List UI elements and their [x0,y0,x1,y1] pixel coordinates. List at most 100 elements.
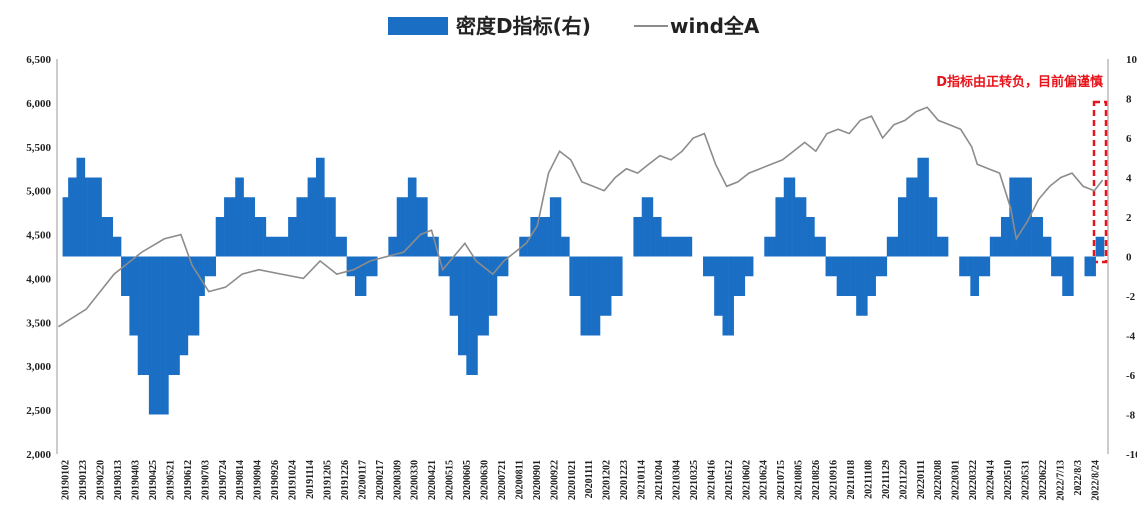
right-tick-label: -6 [1126,370,1136,382]
density-bar [686,236,690,257]
right-axis: -10 -8 -6 -4 -2 0 2 4 6 8 10 [1107,54,1137,461]
density-bar [703,256,707,277]
density-bar [594,256,598,336]
left-axis: 2,000 2,500 3,000 3,500 4,000 4,500 5,000 5,500… [26,54,58,461]
x-tick-label: 20200922 [549,460,560,500]
density-bar [374,256,378,277]
density-bar [104,217,108,257]
legend: 密度D指标(右) wind全A [388,14,760,38]
density-bar [605,256,609,316]
density-bar [836,256,840,296]
density-bar [522,236,526,257]
density-bar [93,177,97,257]
density-bar [268,236,272,257]
density-bar [664,236,668,257]
density-bar [1026,177,1030,257]
x-tick-label: 20191226 [340,460,351,500]
density-bar [430,236,434,257]
right-tick-label: -10 [1126,449,1137,461]
density-bar [463,256,467,356]
density-bar [870,256,874,296]
density-bar [82,157,86,257]
x-tick-label: 20200515 [445,460,456,500]
density-bar [886,236,890,257]
x-tick-label: 20210826 [811,460,822,500]
density-bar [160,256,164,415]
density-bar [168,256,172,375]
density-bar [165,256,169,415]
x-tick-label: 20211018 [846,460,857,499]
x-tick-label: 20220111 [916,460,927,499]
density-bar [931,197,935,257]
density-bar [349,256,353,277]
density-bar [864,256,868,316]
density-bar [101,217,105,257]
density-bar [70,177,74,257]
density-bar [410,177,414,257]
x-tick-label: 20190403 [131,460,142,500]
density-bar [719,256,723,316]
density-bar [730,256,734,336]
density-bar [831,256,835,277]
density-bar [1042,236,1046,257]
density-bar [1020,177,1024,257]
density-bar [243,197,247,257]
density-bar [260,217,264,257]
density-bar [1048,236,1052,257]
density-bar [1098,236,1102,257]
x-tick-label: 20190926 [270,460,281,500]
density-bar [652,217,656,257]
density-bar [875,256,879,277]
density-bar [229,197,233,257]
density-bar [566,236,570,257]
density-bar [143,256,147,375]
density-bar [527,236,531,257]
density-bar [580,256,584,336]
density-bar [739,256,743,296]
x-tick-label: 20210512 [724,460,735,500]
density-bar [343,236,347,257]
density-bar [959,256,963,277]
density-bar [154,256,158,415]
density-bar [803,197,807,257]
density-bar [87,177,91,257]
density-bar [783,177,787,257]
density-bar [480,256,484,336]
density-bar [716,256,721,316]
density-bar [1000,217,1005,257]
x-tick-label: 20191114 [305,460,316,499]
density-bar [477,256,481,336]
density-bar [218,217,222,257]
density-bar [1003,217,1007,257]
density-bar [936,236,941,257]
x-tick-label: 20210715 [776,460,787,500]
density-bar [388,236,392,257]
density-bar [505,256,509,277]
density-bar [794,197,798,257]
density-bar [246,197,250,257]
density-bar [552,197,556,257]
density-bar [998,236,1002,257]
density-bar [711,256,715,277]
density-bar [271,236,275,257]
x-tick-label: 20201021 [567,460,578,500]
density-bar [68,177,72,257]
density-bar [814,236,818,257]
density-bar [1045,236,1049,257]
density-bar [137,256,141,375]
density-bar [669,236,673,257]
density-bar [808,217,812,257]
density-bar [547,217,551,257]
density-bar [171,256,175,375]
density-bar [666,236,670,257]
density-bar [942,236,946,257]
density-bar [123,256,127,296]
density-bar [602,256,606,316]
density-bar [535,217,540,257]
density-bar [1031,217,1035,257]
density-bar [939,236,943,257]
density-bar [1090,256,1094,277]
density-bar [290,217,294,257]
density-bar [677,236,682,257]
density-bar [825,256,829,277]
